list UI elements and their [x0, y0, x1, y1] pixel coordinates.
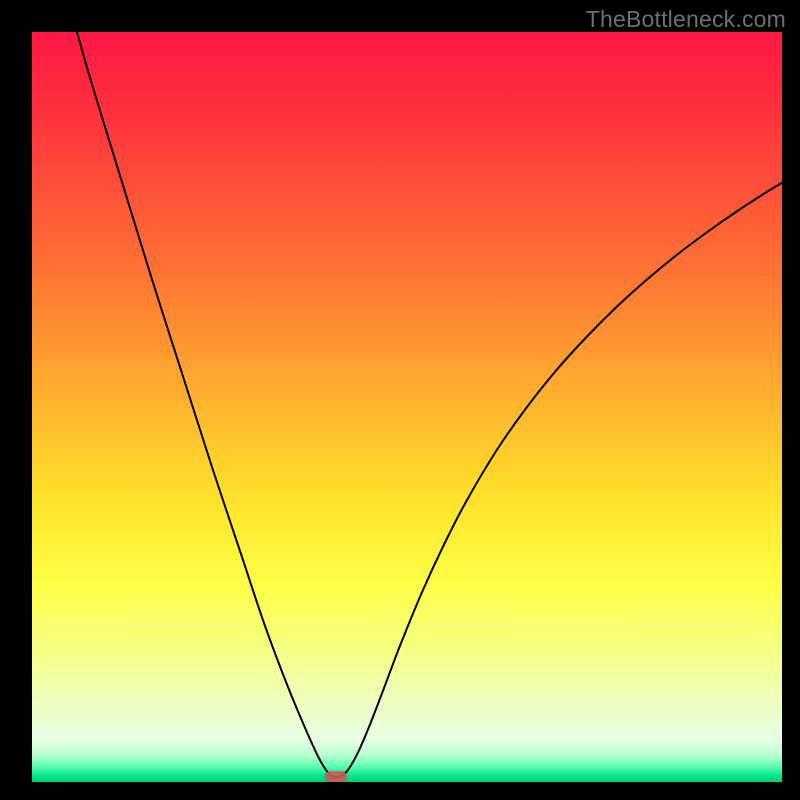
- chart-background: [32, 32, 782, 782]
- watermark-label: TheBottleneck.com: [586, 6, 786, 33]
- optimal-point-marker: [325, 771, 348, 782]
- chart-frame: TheBottleneck.com: [0, 0, 800, 800]
- bottleneck-curve-chart: [32, 32, 782, 782]
